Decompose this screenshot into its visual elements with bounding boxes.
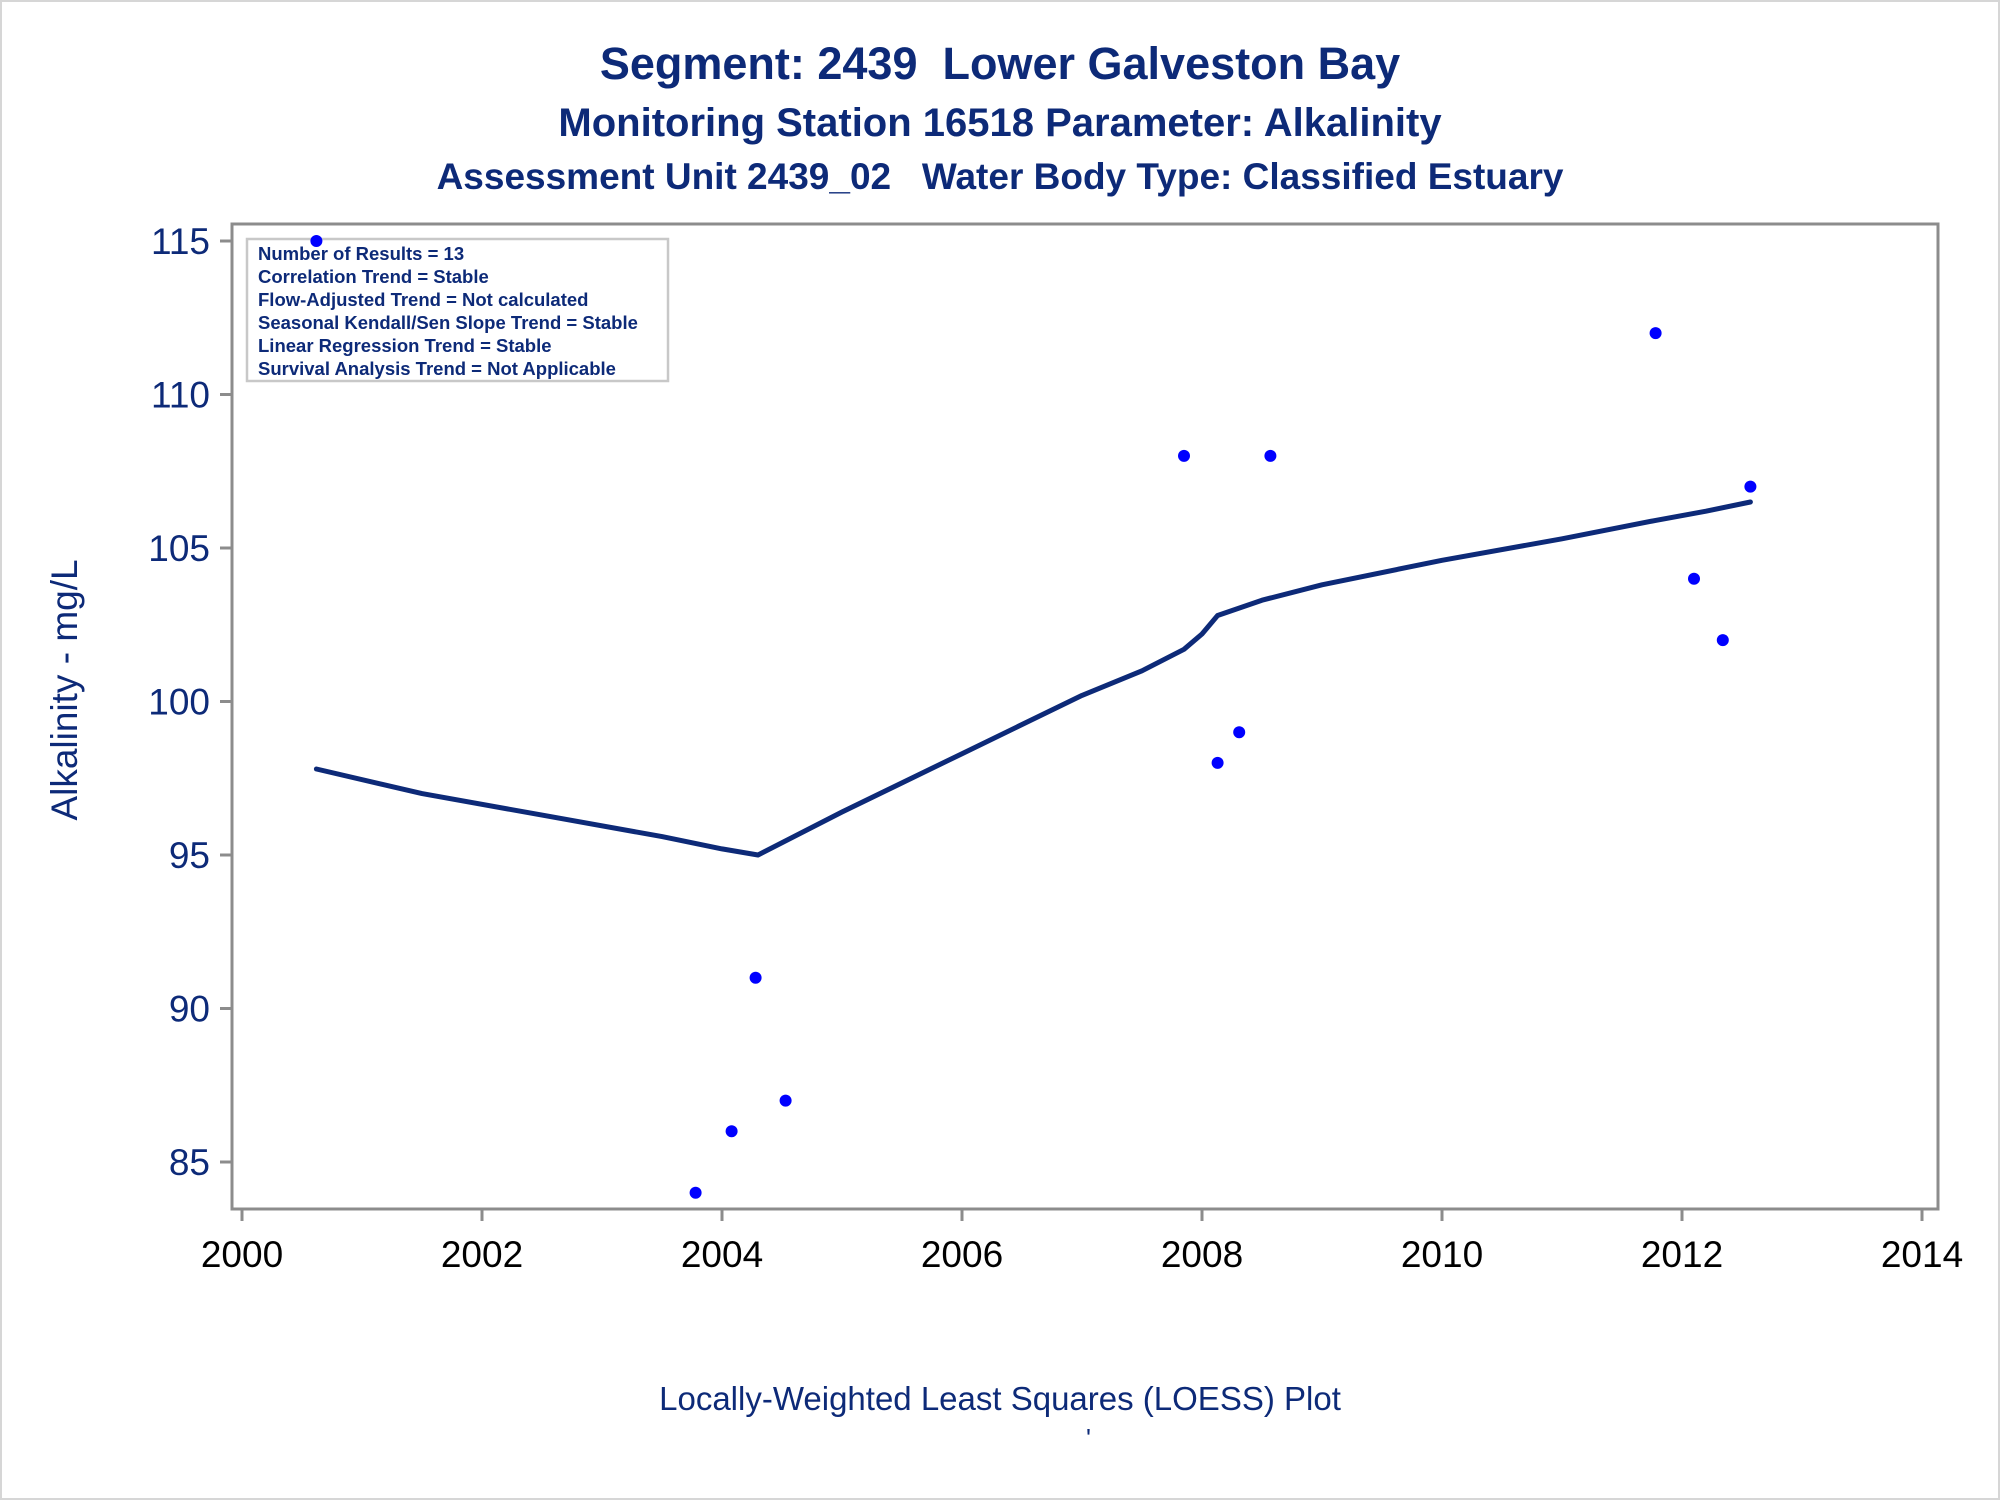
data-point [725,1125,738,1138]
stats-box-line: Flow-Adjusted Trend = Not calculated [258,289,588,310]
data-point [1211,756,1224,769]
chart-subtitle-2: Assessment Unit 2439_02 Water Body Type:… [436,156,1564,197]
tick-labels: 2000 2002 2004 2006 2008 2010 2012 2014 85 90 95 10… [148,221,1963,1275]
data-point [1264,449,1277,462]
x-tick-label: 2002 [441,1234,523,1275]
x-tick-label: 2008 [1161,1234,1243,1275]
y-tick-label: 110 [151,375,210,416]
data-point [310,235,323,247]
data-point [1716,634,1729,647]
y-axis-label: Alkalinity - mg/L [44,559,85,820]
x-tick-label: 2000 [201,1234,283,1275]
data-point [779,1094,792,1107]
y-tick-label: 105 [148,528,210,569]
stats-box-line: Number of Results = 13 [258,243,464,264]
x-tick-label: 2014 [1881,1234,1963,1275]
y-tick-label: 95 [169,835,210,876]
data-point [1233,726,1246,739]
y-tick-label: 115 [151,221,210,262]
data-point [689,1186,702,1199]
data-point [1649,327,1662,340]
y-tick-label: 90 [169,989,210,1030]
stats-box-line: Survival Analysis Trend = Not Applicable [258,358,616,379]
x-tick-label: 2006 [921,1234,1003,1275]
data-point [749,971,762,984]
y-tick-label: 100 [148,682,210,723]
data-point [1744,480,1757,493]
x-tick-label: 2010 [1401,1234,1483,1275]
plot-area [230,222,1940,1211]
footnote: Locally-Weighted Least Squares (LOESS) P… [659,1380,1341,1417]
chart-title: Segment: 2439 Lower Galveston Bay [599,38,1401,89]
data-point [1178,449,1190,462]
data-point [1688,572,1700,585]
loess-line [313,499,1753,858]
stats-box-line: Seasonal Kendall/Sen Slope Trend = Stabl… [258,312,638,333]
stats-box-line: Linear Regression Trend = Stable [258,335,552,356]
x-tick-label: 2004 [681,1234,763,1275]
stats-box-line: Correlation Trend = Stable [258,266,489,287]
chart-subtitle: Monitoring Station 16518 Parameter: Alka… [558,101,1442,145]
stats-box-border [245,237,670,383]
data-points [310,235,1757,1199]
y-tick-label: 85 [169,1142,210,1183]
x-tick-label: 2012 [1641,1234,1723,1275]
axis-ticks [220,239,1924,1221]
footnote-mark: ' [1086,1423,1091,1453]
